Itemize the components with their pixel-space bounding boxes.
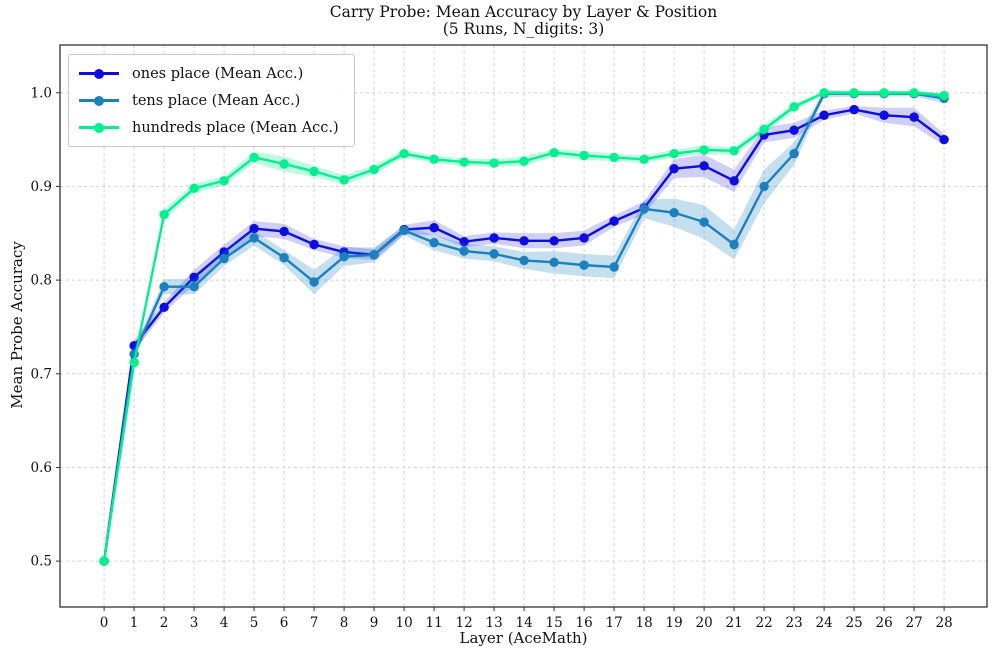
hundreds-markers — [99, 88, 949, 566]
legend-swatch-ones — [79, 68, 119, 80]
svg-text:23: 23 — [786, 615, 803, 631]
svg-text:28: 28 — [936, 615, 953, 631]
svg-text:11: 11 — [426, 615, 443, 631]
plot-border — [59, 44, 988, 608]
svg-text:22: 22 — [756, 615, 773, 631]
svg-text:10: 10 — [396, 615, 413, 631]
svg-text:21: 21 — [726, 615, 743, 631]
svg-text:20: 20 — [696, 615, 713, 631]
svg-text:8: 8 — [340, 615, 349, 631]
y-tick-labels: 0.5 0.6 0.7 0.8 0.9 1.0 — [31, 85, 60, 570]
legend-item-hundreds: hundreds place (Mean Acc.) — [79, 114, 346, 141]
svg-text:7: 7 — [310, 615, 319, 631]
svg-text:18: 18 — [636, 615, 653, 631]
chart-title-line2: (5 Runs, N_digits: 3) — [442, 20, 605, 38]
svg-text:4: 4 — [220, 615, 229, 631]
svg-text:12: 12 — [456, 615, 473, 631]
legend-swatch-hundreds — [79, 122, 119, 134]
svg-text:25: 25 — [846, 615, 863, 631]
svg-text:2: 2 — [160, 615, 169, 631]
svg-text:3: 3 — [190, 615, 199, 631]
svg-text:0.8: 0.8 — [31, 273, 52, 289]
gridlines — [60, 45, 987, 607]
legend-label-tens: tens place (Mean Acc.) — [132, 92, 301, 109]
svg-text:15: 15 — [546, 615, 563, 631]
svg-text:14: 14 — [516, 615, 533, 631]
svg-text:9: 9 — [370, 615, 379, 631]
svg-text:0.5: 0.5 — [31, 554, 52, 570]
svg-text:0.7: 0.7 — [31, 366, 52, 382]
legend-swatch-tens — [79, 95, 119, 107]
svg-text:27: 27 — [906, 615, 923, 631]
svg-text:0.6: 0.6 — [31, 460, 52, 476]
legend-item-ones: ones place (Mean Acc.) — [79, 60, 346, 87]
svg-text:1.0: 1.0 — [31, 85, 52, 101]
y-axis-label: Mean Probe Accuracy — [8, 241, 26, 409]
series-hundreds — [99, 88, 949, 566]
legend-label-ones: ones place (Mean Acc.) — [132, 65, 304, 82]
svg-text:0: 0 — [100, 615, 109, 631]
svg-text:16: 16 — [576, 615, 593, 631]
x-axis-label: Layer (AceMath) — [459, 629, 588, 647]
legend-label-hundreds: hundreds place (Mean Acc.) — [132, 119, 339, 136]
svg-text:0.9: 0.9 — [31, 179, 52, 195]
chart-title-line1: Carry Probe: Mean Accuracy by Layer & Po… — [329, 3, 718, 21]
legend: ones place (Mean Acc.) tens place (Mean … — [68, 54, 355, 147]
svg-text:6: 6 — [280, 615, 289, 631]
x-tick-labels: 0 1 2 3 4 5 6 7 8 9 10 11 12 13 14 15 16 17 18 19 20 21 22 23 24… — [100, 607, 953, 631]
svg-text:26: 26 — [876, 615, 893, 631]
legend-item-tens: tens place (Mean Acc.) — [79, 87, 346, 114]
svg-text:24: 24 — [816, 615, 833, 631]
chart-title: Carry Probe: Mean Accuracy by Layer & Po… — [60, 4, 987, 38]
svg-text:5: 5 — [250, 615, 259, 631]
svg-text:1: 1 — [130, 615, 139, 631]
svg-text:17: 17 — [606, 615, 623, 631]
svg-text:19: 19 — [666, 615, 683, 631]
svg-text:13: 13 — [486, 615, 503, 631]
